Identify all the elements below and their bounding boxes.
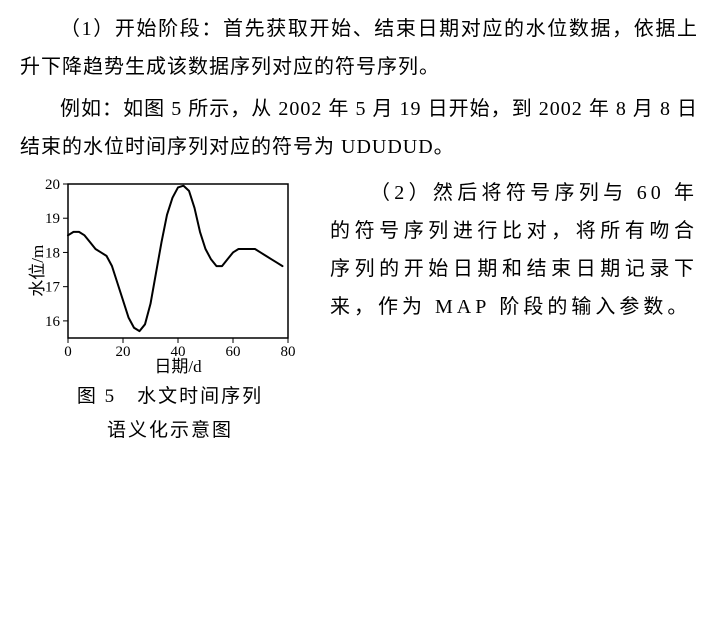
p2-fignum: 5 <box>171 98 182 120</box>
chart-svg: 0204060801617181920日期/d <box>20 174 300 374</box>
p2-mid3: 结束的水位时间序列对应的符号为 <box>20 136 341 158</box>
p3-end: 阶段的输入参数。 <box>490 296 691 318</box>
lower-section: 水位/m 0204060801617181920日期/d 图 5 水文时间序列 … <box>20 174 698 448</box>
figure-column: 水位/m 0204060801617181920日期/d 图 5 水文时间序列 … <box>20 174 320 448</box>
caption-line2: 语义化示意图 <box>20 414 320 448</box>
p2-end: 。 <box>434 136 455 158</box>
paragraph-3: （2）然后将符号序列与 60 年的符号序列进行比对，将所有吻合序列的开始日期和结… <box>330 174 698 326</box>
right-column: （2）然后将符号序列与 60 年的符号序列进行比对，将所有吻合序列的开始日期和结… <box>320 174 698 448</box>
svg-text:20: 20 <box>45 177 60 193</box>
svg-text:80: 80 <box>281 344 296 360</box>
p2-date1: 2002 年 5 月 19 日 <box>278 98 448 120</box>
paragraph-2: 例如：如图 5 所示，从 2002 年 5 月 19 日开始，到 2002 年 … <box>20 90 698 166</box>
figure-caption: 图 5 水文时间序列 语义化示意图 <box>20 380 320 448</box>
p2-date2: 2002 年 8 月 8 日 <box>539 98 698 120</box>
p2-sym: UDUDUD <box>341 136 434 158</box>
p2-mid1: 所示，从 <box>182 98 278 120</box>
svg-text:60: 60 <box>226 344 241 360</box>
p2-pre: 例如：如图 <box>60 98 171 120</box>
svg-text:16: 16 <box>45 314 61 330</box>
chart-container: 水位/m 0204060801617181920日期/d <box>20 174 300 374</box>
p3-num: 60 <box>637 182 665 204</box>
p3-pre: （2）然后将符号序列与 <box>370 182 637 204</box>
svg-text:19: 19 <box>45 211 60 227</box>
paragraph-1: （1）开始阶段：首先获取开始、结束日期对应的水位数据，依据上升下降趋势生成该数据… <box>20 10 698 86</box>
svg-text:20: 20 <box>116 344 131 360</box>
svg-text:日期/d: 日期/d <box>154 357 202 374</box>
chart-ylabel: 水位/m <box>22 245 54 297</box>
p3-map: MAP <box>435 296 490 318</box>
p2-mid2: 开始，到 <box>449 98 539 120</box>
svg-text:0: 0 <box>64 344 72 360</box>
caption-line1: 图 5 水文时间序列 <box>20 380 320 414</box>
